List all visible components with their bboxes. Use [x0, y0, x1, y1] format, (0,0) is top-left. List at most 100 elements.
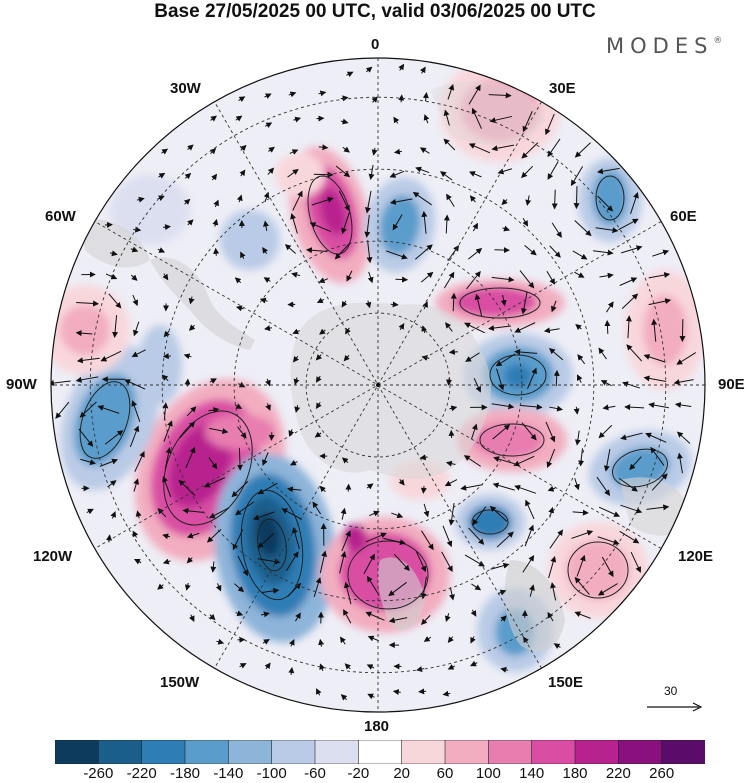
- wind-vector: [319, 485, 326, 493]
- wind-vector: [419, 147, 430, 154]
- anomaly-blob: [643, 295, 687, 365]
- wind-vector: [157, 247, 166, 253]
- anomaly-blob: [275, 153, 325, 197]
- wind-vector: [448, 502, 455, 526]
- wind-vector: [132, 321, 140, 337]
- wind-vector: [99, 458, 118, 467]
- anomaly-blob: [468, 505, 512, 539]
- wind-vector: [130, 246, 139, 253]
- wind-vectors: [51, 63, 697, 701]
- wind-vector: [514, 348, 538, 355]
- wind-vector: [648, 272, 671, 279]
- wind-vector: [549, 529, 564, 549]
- wind-vector: [492, 424, 511, 440]
- wind-vector: [186, 532, 200, 539]
- wind-vector: [497, 589, 507, 596]
- wind-vector: [163, 330, 170, 338]
- wind-vector: [235, 501, 255, 516]
- wind-vector: [519, 403, 543, 410]
- wind-vector: [234, 403, 243, 409]
- wind-vector: [598, 506, 621, 517]
- wind-vector: [188, 324, 196, 331]
- anomaly-blob: [220, 210, 280, 270]
- wind-vector: [514, 484, 537, 494]
- wind-vector: [551, 300, 557, 313]
- contour-line: [567, 541, 629, 599]
- colorbar-segment: [661, 740, 705, 764]
- wind-vector: [398, 479, 405, 486]
- wind-vector: [643, 375, 667, 382]
- wind-vector: [624, 404, 645, 411]
- wind-vector: [314, 431, 322, 438]
- wind-vector: [600, 380, 612, 387]
- colorbar-tick-label: 260: [649, 765, 675, 782]
- colorbar-tick-label: -220: [126, 765, 157, 782]
- wind-vector: [646, 504, 670, 511]
- wind-vector: [234, 277, 242, 284]
- wind-vector: [236, 194, 243, 203]
- wind-vector: [549, 245, 561, 258]
- wind-vector: [188, 296, 195, 305]
- wind-vector: [157, 507, 167, 518]
- wind-vector: [412, 191, 433, 206]
- wind-vector: [676, 352, 697, 365]
- wind-vector: [489, 505, 508, 522]
- wind-vector: [78, 428, 94, 447]
- wind-vector: [288, 91, 297, 98]
- wind-vector: [645, 432, 667, 443]
- wind-vector: [135, 510, 142, 519]
- wind-vector: [285, 551, 299, 572]
- wind-vector: [573, 478, 580, 491]
- wind-vector: [547, 611, 554, 622]
- anomaly-blob: [379, 195, 421, 255]
- wind-vector: [210, 561, 217, 573]
- wind-vector: [286, 486, 302, 493]
- wind-vector: [420, 271, 434, 283]
- wind-vector: [470, 423, 478, 440]
- wind-vector: [545, 113, 555, 136]
- wind-vector: [305, 247, 328, 254]
- lon-label-90e: 90E: [718, 376, 745, 393]
- wind-vector: [648, 402, 669, 409]
- wind-vector: [652, 249, 670, 257]
- wind-vector: [340, 118, 349, 125]
- wind-vector: [213, 247, 220, 256]
- wind-vector: [183, 198, 191, 206]
- wind-vector: [576, 374, 583, 383]
- wind-vector: [86, 508, 94, 515]
- wind-vector: [493, 456, 516, 465]
- wind-vector: [449, 405, 458, 412]
- wind-vector: [443, 138, 456, 151]
- wind-vector: [551, 189, 558, 210]
- wind-vector: [421, 325, 428, 334]
- wind-vector: [521, 142, 539, 159]
- antarctica-land: [80, 81, 690, 652]
- wind-vector: [573, 186, 580, 210]
- wind-vector: [520, 291, 528, 315]
- wind-vector: [442, 690, 451, 697]
- wind-vector: [446, 377, 452, 386]
- wind-vector: [446, 193, 455, 207]
- wind-vector: [260, 611, 270, 618]
- wind-vector: [132, 530, 139, 538]
- colorbar-tick-label: 20: [393, 765, 410, 782]
- colorbar-tick-label: -20: [347, 765, 370, 782]
- wind-vector: [443, 214, 450, 234]
- wind-vector: [365, 611, 385, 621]
- wind-vector: [239, 169, 246, 177]
- colorbar-tick-label: 100: [475, 765, 501, 782]
- wind-vector: [338, 190, 350, 212]
- wind-vector: [291, 271, 301, 278]
- wind-vector: [420, 66, 426, 74]
- anomaly-blob: [610, 447, 670, 489]
- wind-vector: [393, 116, 400, 124]
- wind-vector: [575, 324, 582, 331]
- wind-vector: [491, 276, 515, 283]
- lon-label-30w: 30W: [170, 80, 201, 97]
- wind-vector: [213, 199, 219, 208]
- wind-vector: [572, 250, 588, 260]
- wind-vector: [189, 614, 195, 622]
- wind-vector: [522, 555, 535, 573]
- wind-vector: [252, 511, 275, 521]
- wind-vector: [421, 530, 434, 551]
